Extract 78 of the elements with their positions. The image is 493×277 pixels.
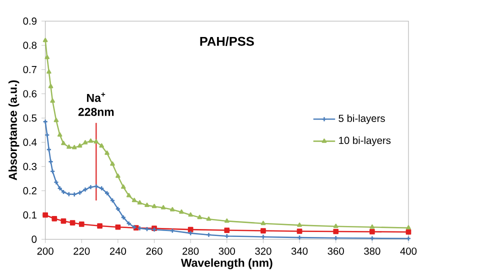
point — [137, 200, 142, 204]
point — [406, 225, 411, 230]
point — [42, 38, 48, 42]
point — [97, 223, 102, 228]
legend-label: 5 bi-layers — [338, 114, 385, 124]
y-tick-label: 0.2 — [23, 187, 36, 194]
x-tick-label: 240 — [110, 247, 126, 255]
point — [126, 192, 132, 198]
x-tick-label: 340 — [291, 247, 308, 255]
x-tick-label: 400 — [400, 247, 417, 255]
x-tick-label: 360 — [328, 247, 344, 255]
point — [52, 216, 58, 222]
y-tick-label: 0.9 — [23, 17, 36, 25]
point — [42, 212, 48, 218]
point — [88, 138, 94, 143]
y-tick-label: 0.7 — [23, 66, 36, 74]
point — [78, 221, 84, 227]
x-tick-label: 200 — [37, 247, 54, 255]
x-tick-label: 220 — [74, 247, 90, 255]
y-axis-title: Absorptance (a.u.) — [8, 80, 20, 180]
point — [104, 150, 110, 155]
point — [188, 212, 193, 217]
point — [296, 228, 302, 234]
point — [54, 118, 59, 122]
point — [66, 144, 72, 149]
point — [70, 220, 76, 226]
legend-label: 10 bi-layers — [339, 136, 391, 146]
point — [57, 132, 62, 137]
x-tick-label: 260 — [146, 247, 162, 255]
point — [224, 227, 230, 233]
point — [152, 204, 157, 208]
point — [44, 54, 50, 59]
point — [170, 206, 175, 212]
point — [179, 209, 184, 214]
y-tick-label: 0.8 — [23, 42, 37, 49]
point — [72, 144, 77, 150]
point — [110, 161, 115, 166]
text: Na$^{+}$ 228nm — [78, 92, 114, 116]
y-tick-label: 0.3 — [23, 162, 37, 170]
y-tick-label: 0.5 — [23, 114, 37, 122]
point — [116, 173, 120, 178]
point — [137, 226, 142, 231]
point — [120, 184, 126, 189]
x-axis-title: Wavelength (nm) — [180, 258, 272, 270]
point — [94, 138, 99, 144]
y-tick-label: 0 — [32, 235, 37, 243]
x-tick-label: 380 — [364, 247, 380, 255]
point — [60, 218, 66, 224]
point — [82, 140, 88, 144]
point — [369, 228, 375, 234]
y-tick-label: 0.4 — [23, 138, 37, 146]
y-tick-label: 0.6 — [23, 90, 37, 98]
point — [77, 143, 82, 148]
x-tick-label: 280 — [182, 247, 199, 255]
point — [260, 220, 266, 225]
point — [370, 224, 375, 229]
x-tick-label: 300 — [218, 247, 236, 255]
point — [260, 228, 266, 234]
point — [206, 216, 212, 221]
point — [115, 224, 121, 230]
point — [50, 98, 55, 103]
point — [224, 218, 230, 223]
point — [188, 226, 194, 232]
point — [297, 222, 302, 227]
point — [144, 202, 150, 207]
text: PAH/PSS — [200, 36, 254, 46]
point — [333, 228, 339, 234]
point — [99, 143, 104, 148]
point — [197, 214, 202, 219]
point — [333, 224, 338, 228]
point — [160, 204, 166, 210]
point — [406, 229, 412, 234]
point — [46, 69, 52, 74]
point — [132, 198, 137, 202]
point — [61, 140, 66, 145]
x-tick-label: 320 — [255, 247, 272, 255]
point — [48, 84, 54, 88]
y-tick-label: 0.1 — [23, 211, 36, 218]
